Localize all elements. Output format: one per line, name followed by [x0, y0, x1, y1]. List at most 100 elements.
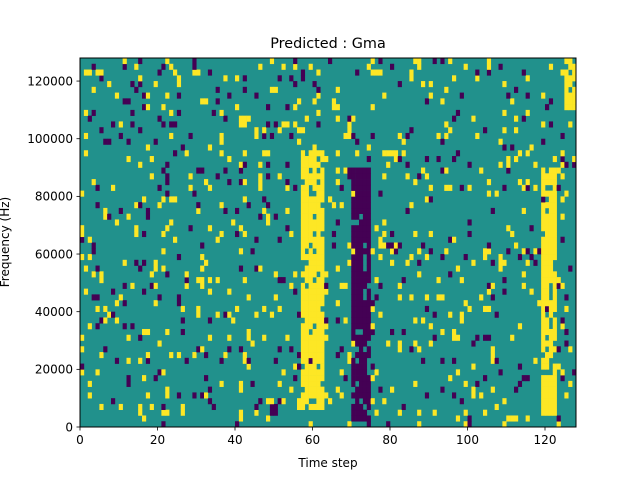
heatmap-cell — [351, 340, 356, 347]
heatmap-cell — [552, 190, 557, 197]
heatmap-cell — [545, 282, 550, 289]
heatmap-cell — [452, 392, 457, 399]
heatmap-cell — [541, 363, 546, 370]
heatmap-cell — [316, 225, 321, 232]
heatmap-cell — [347, 167, 352, 174]
heatmap-cell — [359, 311, 364, 318]
heatmap-cell — [300, 75, 306, 82]
heatmap-cell — [320, 259, 325, 266]
heatmap-cell — [308, 207, 313, 214]
heatmap-cell — [300, 190, 306, 197]
heatmap-cell — [99, 69, 104, 76]
heatmap-cell — [304, 340, 309, 347]
heatmap-cell — [355, 173, 360, 180]
heatmap-cell — [463, 300, 468, 307]
heatmap-cell — [176, 109, 182, 116]
heatmap-cell — [138, 334, 143, 341]
heatmap-cell — [483, 375, 488, 382]
heatmap-cell — [541, 254, 546, 261]
heatmap-cell — [529, 254, 534, 261]
heatmap-cell — [200, 392, 205, 399]
heatmap-cell — [231, 317, 236, 324]
heatmap-cell — [126, 380, 131, 387]
heatmap-cell — [161, 403, 166, 411]
heatmap-cell — [552, 213, 557, 220]
heatmap-cell — [362, 317, 368, 324]
heatmap-cell — [95, 294, 100, 301]
heatmap-cell — [320, 254, 325, 261]
heatmap-cell — [269, 311, 275, 318]
heatmap-cell — [308, 288, 313, 295]
heatmap-cell — [378, 236, 383, 243]
heatmap-cell — [347, 352, 352, 359]
heatmap-cell — [99, 403, 104, 411]
heatmap-cell — [145, 207, 151, 214]
heatmap-cell — [320, 369, 325, 376]
heatmap-cell — [525, 109, 530, 116]
heatmap-cell — [157, 294, 162, 301]
heatmap-cell — [362, 398, 368, 405]
heatmap-cell — [366, 328, 371, 336]
heatmap-cell — [269, 398, 275, 405]
heatmap-cell — [506, 156, 511, 163]
heatmap-cell — [238, 248, 244, 255]
heatmap-cell — [397, 340, 402, 347]
heatmap-cell — [196, 305, 201, 312]
heatmap-cell — [393, 248, 399, 255]
heatmap-cell — [351, 415, 356, 422]
heatmap-cell — [541, 173, 546, 180]
heatmap-cell — [541, 340, 546, 347]
heatmap-cell — [568, 75, 573, 82]
heatmap-cell — [316, 300, 321, 307]
heatmap-cell — [424, 196, 430, 203]
heatmap-cell — [471, 115, 476, 122]
heatmap-cell — [541, 219, 546, 226]
heatmap-cell — [297, 398, 302, 405]
heatmap-cell — [366, 254, 371, 261]
heatmap-cell — [312, 352, 317, 359]
heatmap-cell — [362, 230, 368, 238]
heatmap-cell — [308, 403, 313, 411]
heatmap-cell — [200, 98, 205, 105]
heatmap-cell — [455, 109, 461, 116]
heatmap-cell — [556, 346, 561, 353]
heatmap-cell — [142, 328, 147, 336]
heatmap-cell — [355, 190, 360, 197]
heatmap-cell — [145, 144, 151, 151]
heatmap-cell — [312, 357, 317, 364]
heatmap-cell — [304, 219, 309, 226]
heatmap-cell — [312, 392, 317, 399]
heatmap-cell — [277, 173, 282, 180]
heatmap-cell — [207, 386, 213, 393]
heatmap-cell — [545, 340, 550, 347]
heatmap-cell — [510, 415, 515, 422]
heatmap-cell — [541, 259, 546, 266]
heatmap-cell — [545, 300, 550, 307]
heatmap-cell — [266, 161, 271, 168]
heatmap-cell — [572, 75, 577, 82]
heatmap-cell — [304, 196, 309, 203]
heatmap-cell — [277, 75, 282, 82]
heatmap-cell — [192, 352, 197, 359]
heatmap-cell — [355, 196, 360, 203]
heatmap-cell — [223, 75, 228, 82]
heatmap-cell — [560, 236, 565, 243]
heatmap-cell — [169, 63, 174, 70]
heatmap-cell — [552, 386, 557, 393]
heatmap-cell — [312, 81, 317, 88]
heatmap-cell — [281, 63, 286, 70]
heatmap-cell — [467, 230, 472, 238]
heatmap-cell — [548, 121, 554, 128]
heatmap-cell — [475, 132, 480, 140]
heatmap-cell — [176, 75, 182, 82]
heatmap-cell — [564, 58, 569, 65]
heatmap-cell — [362, 282, 368, 289]
heatmap-cell — [405, 173, 410, 180]
heatmap-cell — [149, 271, 154, 278]
heatmap-cell — [374, 225, 379, 232]
heatmap-cell — [359, 242, 364, 249]
heatmap-cell — [351, 305, 356, 312]
heatmap-cell — [87, 380, 92, 387]
heatmap-cell — [366, 415, 371, 422]
heatmap-cell — [359, 317, 364, 324]
